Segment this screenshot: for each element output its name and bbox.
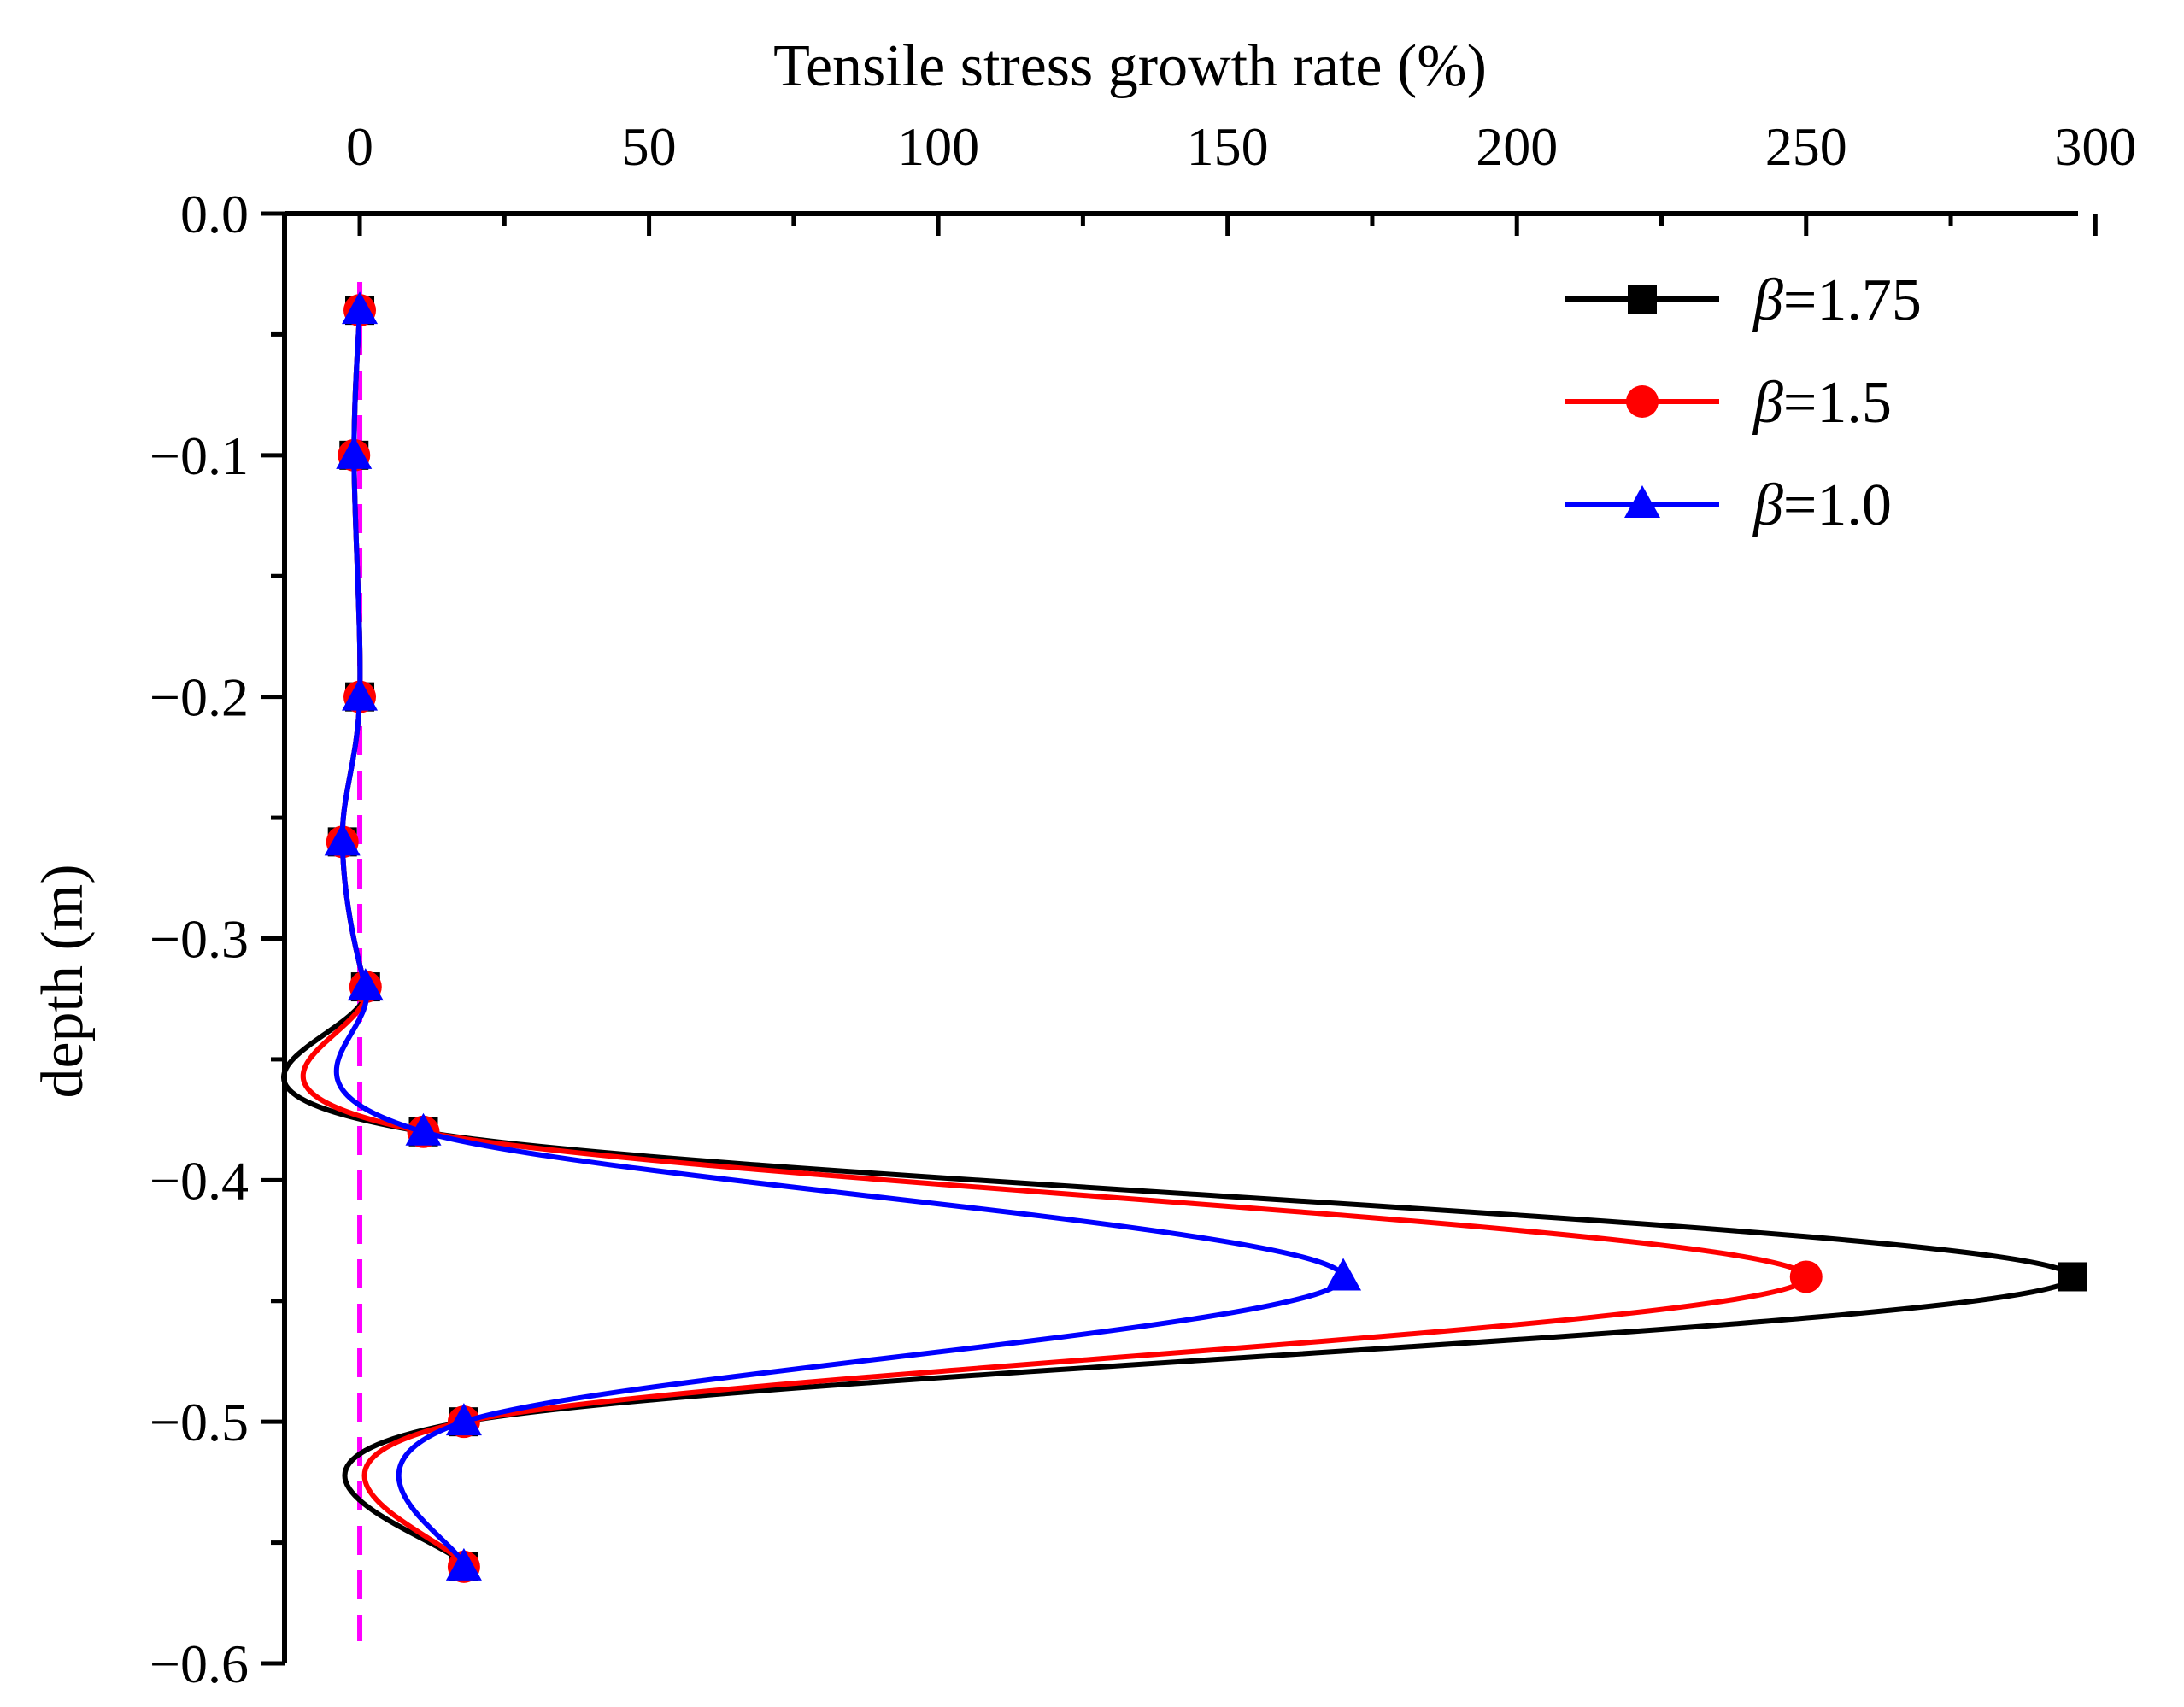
data-point-beta-1-0: [336, 436, 373, 469]
data-point-beta-1-0: [347, 968, 384, 1001]
legend-item-beta-1-75: β=1.75: [1565, 267, 1922, 333]
y-tick-label: −0.6: [150, 1634, 249, 1694]
y-axis-title: depth (m): [30, 864, 96, 1098]
legend-marker: [1624, 485, 1660, 518]
x-tick-label: 250: [1765, 116, 1847, 177]
legend-label: β=1.5: [1752, 370, 1892, 436]
data-point-beta-1-0: [342, 291, 379, 325]
x-tick-label: 50: [622, 116, 677, 177]
data-point-beta-1-0: [324, 823, 361, 856]
legend-value: =1.0: [1783, 472, 1892, 538]
legend-value: =1.5: [1783, 370, 1892, 436]
y-tick-label: −0.5: [150, 1392, 249, 1452]
y-tick-label: −0.1: [150, 425, 249, 486]
legend-label: β=1.0: [1752, 472, 1892, 538]
data-point-beta-1-5: [1789, 1260, 1823, 1293]
series-beta-1-0: [324, 291, 1362, 1581]
legend-label: β=1.75: [1752, 267, 1922, 333]
series-line-beta-1-5: [300, 309, 1809, 1568]
legend: β=1.75β=1.5β=1.0: [1565, 267, 1922, 538]
data-point-beta-1-0: [445, 1403, 482, 1436]
legend-symbol: β: [1752, 267, 1783, 333]
x-tick-label: 0: [346, 116, 373, 177]
y-tick-label: −0.2: [150, 667, 249, 728]
x-tick-label: 300: [2054, 116, 2136, 177]
x-axis-title: Tensile stress growth rate (%): [773, 33, 1487, 99]
legend-marker: [1626, 385, 1659, 418]
legend-marker: [1628, 284, 1657, 314]
axes: 0 50 100 150 200 250 300 0.0 −0.1 −0.2 −0.3 −0.4 −0.…: [150, 116, 2136, 1694]
x-tick-label: 100: [897, 116, 979, 177]
data-point-beta-1-0: [405, 1112, 442, 1146]
y-tick-label: −0.3: [150, 909, 249, 970]
x-tick-label: 150: [1187, 116, 1269, 177]
x-tick-label: 200: [1476, 116, 1558, 177]
series-group: [280, 291, 2087, 1583]
legend-item-beta-1-0: β=1.0: [1565, 472, 1892, 538]
legend-symbol: β: [1752, 370, 1783, 436]
y-tick-label: −0.4: [150, 1150, 249, 1211]
legend-item-beta-1-5: β=1.5: [1565, 370, 1892, 436]
data-point-beta-1-0: [1325, 1258, 1362, 1291]
data-point-beta-1-0: [342, 678, 379, 711]
data-point-beta-1-75: [2058, 1262, 2087, 1292]
series-beta-1-5: [300, 294, 1823, 1583]
legend-value: =1.75: [1783, 267, 1922, 333]
data-point-beta-1-0: [445, 1547, 482, 1581]
series-line-beta-1-0: [333, 309, 1347, 1568]
y-tick-label: 0.0: [180, 184, 249, 244]
legend-symbol: β: [1752, 472, 1783, 538]
